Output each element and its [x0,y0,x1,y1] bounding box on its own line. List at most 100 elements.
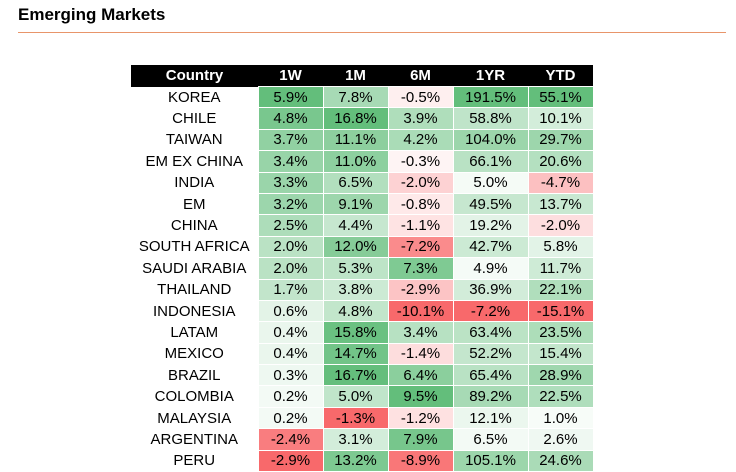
heat-cell: 4.9% [452,257,529,280]
heat-cell: 4.2% [387,128,454,152]
heat-cell: 6.5% [452,428,529,451]
heat-cell: 0.3% [257,364,324,387]
heat-cell: 63.4% [452,321,529,344]
column-header: Country [131,65,258,87]
heat-cell: 5.0% [322,385,389,408]
heat-cell: -2.0% [527,214,594,237]
heat-cell: 3.7% [257,128,324,152]
heat-cell: 7.3% [387,257,454,280]
heat-cell: -2.4% [257,428,324,451]
country-label: THAILAND [157,281,232,299]
column-header: 6M [388,65,453,87]
heat-cell: 15.4% [527,342,594,366]
header-row: Country 1W 1M 6M 1YR YTD [131,65,593,87]
heat-cell: 65.4% [452,364,529,387]
country-label: SOUTH AFRICA [138,238,250,256]
heat-cell: -1.1% [387,214,454,237]
country-label: MEXICO [164,345,224,363]
column-header: 1YR [453,65,528,87]
heat-cell: -7.2% [452,299,529,323]
table-row: PERU -2.9% 13.2% -8.9% 105.1% 24.6% [131,449,594,472]
heat-cell: 13.7% [527,192,594,216]
heat-cell: 3.2% [257,192,324,216]
heat-cell: 4.8% [322,299,389,323]
heat-cell: 58.8% [452,107,529,130]
heat-cell: -0.5% [387,85,454,109]
heat-cell: 2.5% [257,214,324,237]
heat-cell: 3.4% [257,150,324,173]
table-row: TAIWAN 3.7% 11.1% 4.2% 104.0% 29.7% [131,128,594,152]
country-label: COLOMBIA [154,388,234,406]
country-label: EM [183,195,206,213]
heat-cell: 49.5% [452,192,529,216]
heat-cell: 2.0% [257,235,324,259]
heat-cell: 5.8% [527,235,594,259]
heat-cell: 4.4% [322,214,389,237]
heat-cell: 23.5% [527,321,594,344]
country-label: MALAYSIA [157,409,232,427]
heat-cell: 0.2% [257,385,324,408]
title-underline [18,32,726,33]
heat-cell: 20.6% [527,150,594,173]
heat-cell: 4.8% [257,107,324,130]
table-body: KOREA 5.9% 7.8% -0.5% 191.5% 55.1% CHILE 4.8% 16… [131,85,594,472]
heat-cell: 15.8% [322,321,389,344]
heat-cell: -2.9% [387,278,454,301]
heat-cell: 11.7% [527,257,594,280]
table-row: EM EX CHINA 3.4% 11.0% -0.3% 66.1% 20.6% [131,150,594,173]
heat-cell: 28.9% [527,364,594,387]
column-header: 1W [258,65,323,87]
table-row: SOUTH AFRICA 2.0% 12.0% -7.2% 42.7% 5.8% [131,235,594,259]
heat-cell: 66.1% [452,150,529,173]
heat-cell: 11.1% [322,128,389,152]
country-label: INDIA [174,174,215,192]
heat-cell: 24.6% [527,449,594,472]
table-row: LATAM 0.4% 15.8% 3.4% 63.4% 23.5% [131,321,594,344]
country-label: LATAM [170,323,219,341]
heat-cell: 12.1% [452,406,529,430]
country-label: SAUDI ARABIA [142,259,247,277]
heat-cell: 3.1% [322,428,389,451]
table-row: CHILE 4.8% 16.8% 3.9% 58.8% 10.1% [131,107,594,130]
table-row: SAUDI ARABIA 2.0% 5.3% 7.3% 4.9% 11.7% [131,257,594,280]
heat-cell: 22.5% [527,385,594,408]
heat-cell: 29.7% [527,128,594,152]
heat-cell: 19.2% [452,214,529,237]
heat-cell: 16.8% [322,107,389,130]
heat-cell: 9.1% [322,192,389,216]
country-label: PERU [173,452,216,470]
heat-cell: -2.9% [257,449,324,472]
heat-cell: 3.3% [257,171,324,194]
heat-cell: 55.1% [527,85,594,109]
heat-cell: 104.0% [452,128,529,152]
table-row: ARGENTINA -2.4% 3.1% 7.9% 6.5% 2.6% [131,428,594,451]
heat-cell: 10.1% [527,107,594,130]
country-label: ARGENTINA [150,430,238,448]
table-row: INDIA 3.3% 6.5% -2.0% 5.0% -4.7% [131,171,594,194]
column-header: YTD [528,65,593,87]
heat-cell: 0.4% [257,342,324,366]
country-label: EM EX CHINA [145,152,243,170]
table-row: THAILAND 1.7% 3.8% -2.9% 36.9% 22.1% [131,278,594,301]
heat-cell: 5.3% [322,257,389,280]
heat-cell: 6.4% [387,364,454,387]
heat-cell: 9.5% [387,385,454,408]
heat-cell: -10.1% [387,299,454,323]
heat-cell: 52.2% [452,342,529,366]
heat-cell: -1.4% [387,342,454,366]
heat-cell: -0.3% [387,150,454,173]
heat-cell: -8.9% [387,449,454,472]
heat-cell: 5.0% [452,171,529,194]
heat-cell: -4.7% [527,171,594,194]
country-label: INDONESIA [152,302,236,320]
heat-cell: 11.0% [322,150,389,173]
heat-cell: 3.8% [322,278,389,301]
country-label: CHINA [170,217,218,235]
table-row: MALAYSIA 0.2% -1.3% -1.2% 12.1% 1.0% [131,406,594,430]
heat-cell: 7.8% [322,85,389,109]
heat-cell: 36.9% [452,278,529,301]
table-row: MEXICO 0.4% 14.7% -1.4% 52.2% 15.4% [131,342,594,366]
table-row: CHINA 2.5% 4.4% -1.1% 19.2% -2.0% [131,214,594,237]
heat-cell: 105.1% [452,449,529,472]
heat-cell: -15.1% [527,299,594,323]
